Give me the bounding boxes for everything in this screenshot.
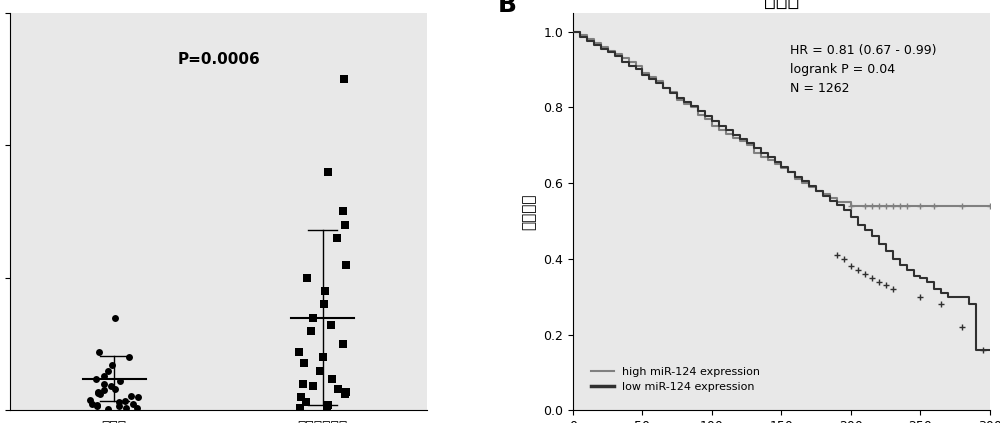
Point xyxy=(125,400,141,407)
Point xyxy=(337,391,353,398)
Title: 乳腔癌: 乳腔癌 xyxy=(764,0,799,10)
Point xyxy=(123,393,139,399)
Point xyxy=(104,362,120,368)
Point xyxy=(130,394,146,401)
Text: HR = 0.81 (0.67 - 0.99)
logrank P = 0.04
N = 1262: HR = 0.81 (0.67 - 0.99) logrank P = 0.04… xyxy=(790,44,936,96)
Point xyxy=(92,391,108,398)
Point xyxy=(338,388,354,395)
Point xyxy=(293,394,309,401)
Point xyxy=(330,386,346,393)
Point xyxy=(129,405,145,412)
Point xyxy=(338,261,354,268)
Point xyxy=(305,383,321,390)
Point xyxy=(111,399,127,406)
Point xyxy=(121,354,137,361)
Point xyxy=(316,301,332,308)
Text: P=0.0006: P=0.0006 xyxy=(177,52,260,67)
Point xyxy=(100,406,116,412)
Point xyxy=(337,221,353,228)
Point xyxy=(324,375,340,382)
Point xyxy=(292,404,308,411)
Point xyxy=(336,76,352,82)
Point xyxy=(296,359,312,366)
Point xyxy=(90,388,106,395)
Point xyxy=(305,314,321,321)
Point xyxy=(82,396,98,403)
Point xyxy=(118,404,134,411)
Point xyxy=(90,390,106,396)
Point xyxy=(298,399,314,406)
Point xyxy=(329,235,345,242)
Point xyxy=(84,401,100,408)
Point xyxy=(291,349,307,355)
Point xyxy=(103,383,119,390)
Point xyxy=(89,402,105,409)
Point xyxy=(91,349,107,355)
Legend: high miR-124 expression, low miR-124 expression: high miR-124 expression, low miR-124 exp… xyxy=(587,363,765,397)
Y-axis label: 总生存率: 总生存率 xyxy=(521,193,536,230)
Text: B: B xyxy=(498,0,517,17)
Point xyxy=(100,367,116,374)
Point xyxy=(335,208,351,215)
Point xyxy=(88,375,104,382)
Point xyxy=(96,380,112,387)
Point xyxy=(89,401,105,408)
Point xyxy=(323,322,339,329)
Point xyxy=(107,314,123,321)
Point xyxy=(315,354,331,361)
Point xyxy=(299,275,315,281)
Point xyxy=(335,341,351,347)
Point xyxy=(295,380,311,387)
Point xyxy=(96,373,112,379)
Point xyxy=(96,387,112,394)
Point xyxy=(117,398,133,404)
Point xyxy=(303,327,319,334)
Point xyxy=(112,378,128,385)
Point xyxy=(320,168,336,175)
Point xyxy=(107,386,123,393)
Point xyxy=(111,403,127,410)
Point xyxy=(320,401,336,408)
Point xyxy=(319,406,335,412)
Point xyxy=(312,367,328,374)
Point xyxy=(317,288,333,294)
